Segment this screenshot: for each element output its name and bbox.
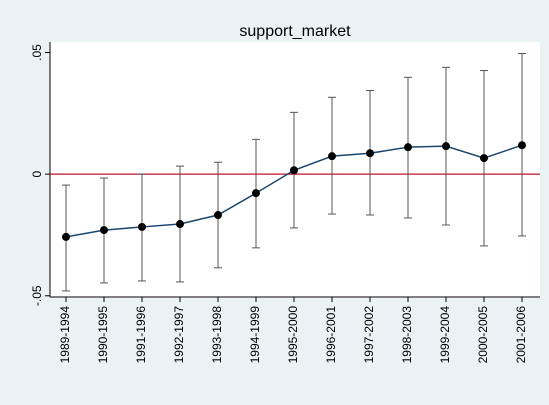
- point: [328, 152, 336, 161]
- y-tick-label: 0: [30, 170, 44, 177]
- x-tick-label: 1989-1994: [58, 306, 72, 364]
- x-tick-label: 1996-2001: [324, 306, 338, 364]
- x-tick-label: 1999-2004: [438, 306, 452, 364]
- x-tick-label: 1991-1996: [134, 306, 148, 364]
- point: [404, 143, 412, 152]
- point: [100, 226, 108, 235]
- point: [290, 166, 298, 175]
- x-tick-label: 2000-2005: [476, 306, 490, 364]
- point: [252, 189, 260, 198]
- x-tick-label: 2001-2006: [514, 306, 528, 364]
- point: [176, 220, 184, 229]
- point: [518, 141, 526, 150]
- point: [138, 222, 146, 231]
- x-tick-label: 1998-2003: [400, 306, 414, 364]
- y-tick-label: .05: [30, 44, 44, 61]
- x-tick-label: 1995-2000: [286, 306, 300, 364]
- point: [214, 211, 222, 220]
- y-tick-label: -.05: [30, 285, 44, 306]
- x-tick-label: 1990-1995: [96, 306, 110, 364]
- point: [442, 142, 450, 151]
- x-tick-label: 1997-2002: [362, 306, 376, 364]
- point: [480, 154, 488, 163]
- x-tick-label: 1994-1999: [248, 306, 262, 364]
- point: [366, 149, 374, 158]
- point: [62, 232, 70, 241]
- x-tick-label: 1992-1997: [172, 306, 186, 364]
- x-tick-label: 1993-1998: [210, 306, 224, 364]
- chart-title: support_market: [239, 23, 351, 40]
